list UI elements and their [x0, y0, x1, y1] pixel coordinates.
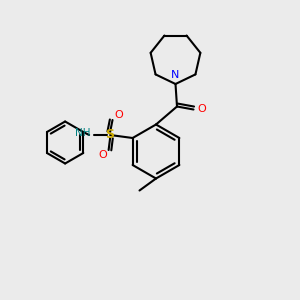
Text: O: O [98, 150, 107, 160]
Text: N: N [171, 70, 180, 80]
Text: O: O [114, 110, 123, 121]
Text: O: O [197, 104, 206, 115]
Text: NH: NH [75, 128, 91, 139]
Text: S: S [106, 128, 115, 142]
